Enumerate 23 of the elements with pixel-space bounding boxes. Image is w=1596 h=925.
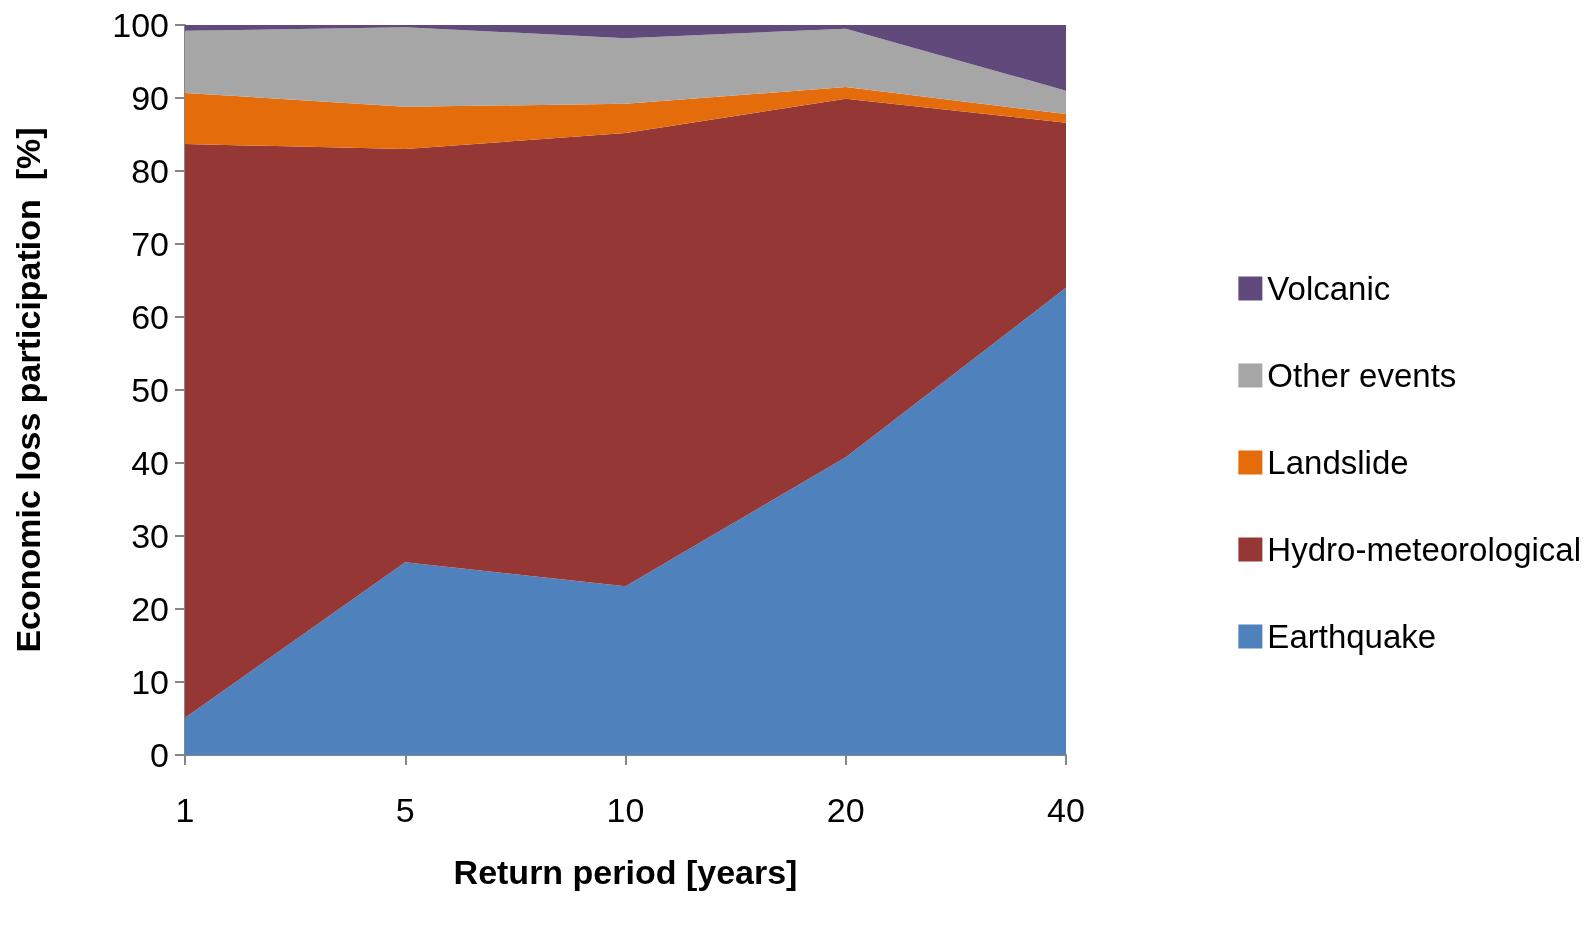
y-tick-label: 0 — [150, 736, 169, 774]
y-tick-label: 90 — [131, 79, 169, 117]
legend-label: Other events — [1267, 357, 1457, 394]
legend-label: Volcanic — [1267, 270, 1391, 307]
y-tick-label: 80 — [131, 152, 169, 190]
y-tick-label: 70 — [131, 225, 169, 263]
y-tick-label: 10 — [131, 663, 169, 701]
x-tick-label: 5 — [395, 791, 415, 829]
legend-label: Landslide — [1267, 444, 1409, 481]
x-tick-label: 40 — [1047, 791, 1085, 829]
y-tick-label: 40 — [131, 444, 169, 482]
legend-label: Earthquake — [1267, 618, 1437, 655]
y-tick-label: 50 — [131, 371, 169, 409]
y-tick-label: 100 — [112, 6, 169, 44]
x-axis-title: Return period [years] — [453, 853, 798, 891]
y-tick-label: 20 — [131, 590, 169, 628]
y-tick-label: 60 — [131, 298, 169, 336]
x-tick-label: 10 — [606, 791, 645, 829]
y-tick-label: 30 — [131, 517, 169, 555]
legend-label: Hydro-meteorological — [1267, 531, 1582, 568]
x-tick-label: 1 — [175, 791, 195, 829]
x-tick-label: 20 — [826, 791, 865, 829]
y-axis-title: Economic loss participation [%] — [9, 127, 47, 653]
